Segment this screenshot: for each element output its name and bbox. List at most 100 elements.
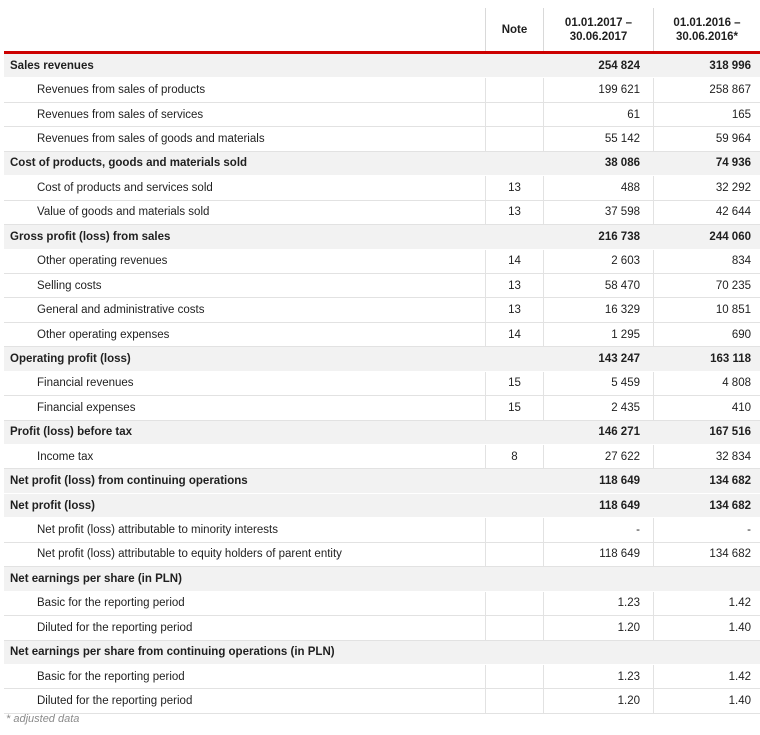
table-row: Value of goods and materials sold 13 37 59… <box>4 200 760 226</box>
row-value-2017: 254 824 <box>598 59 640 72</box>
row-value-2017: 146 271 <box>598 426 640 439</box>
row-label: Net profit (loss) attributable to minori… <box>37 524 278 537</box>
row-value-2017: 1 295 <box>543 322 653 347</box>
row-label: Basic for the reporting period <box>37 597 185 610</box>
row-label: Operating profit (loss) <box>10 352 131 365</box>
table-row: Revenues from sales of goods and materia… <box>4 127 760 152</box>
row-value-2017: 16 329 <box>543 298 653 322</box>
table-body: Sales revenues 254 824 318 996 Revenues fro… <box>4 54 760 714</box>
row-value-2016 <box>653 567 760 590</box>
row-value-2017: 1.20 <box>543 689 653 713</box>
row-value-2016: 74 936 <box>715 157 751 170</box>
row-value-2016: 134 682 <box>709 475 751 488</box>
header-label-cell <box>4 8 485 51</box>
row-value-2017: 61 <box>543 102 653 127</box>
row-note <box>485 591 543 616</box>
row-value-2016: 244 060 <box>709 230 751 243</box>
row-value-2017 <box>543 567 653 590</box>
row-value-2017: 55 142 <box>543 127 653 151</box>
row-label: Gross profit (loss) from sales <box>10 230 171 243</box>
row-value-2016: 70 235 <box>653 273 760 298</box>
row-note: 13 <box>485 176 543 200</box>
row-value-2016: 1.40 <box>653 616 760 640</box>
table-row: Revenues from sales of services 61 165 <box>4 102 760 128</box>
row-value-2016: 690 <box>653 322 760 347</box>
row-label: Profit (loss) before tax <box>10 426 133 439</box>
row-note <box>485 518 543 542</box>
header-red-divider <box>4 51 760 54</box>
table-row: Net profit (loss) attributable to minori… <box>4 518 760 543</box>
table-row: Cost of products, goods and materials so… <box>4 151 760 177</box>
row-note: 15 <box>485 371 543 396</box>
table-row: Net earnings per share (in PLN) <box>4 567 760 592</box>
table-row: Diluted for the reporting period 1.20 1.40 <box>4 616 760 641</box>
row-label: Selling costs <box>37 279 102 292</box>
row-label: Income tax <box>37 450 94 463</box>
row-value-2016: 258 867 <box>653 78 760 102</box>
row-value-2016: - <box>653 518 760 542</box>
row-value-2016: 10 851 <box>653 298 760 322</box>
table-row: Diluted for the reporting period 1.20 1.40 <box>4 689 760 714</box>
row-value-2017: 216 738 <box>598 230 640 243</box>
row-label: Basic for the reporting period <box>37 670 185 683</box>
row-label: Revenues from sales of goods and materia… <box>37 133 265 146</box>
row-value-2017: 2 603 <box>543 249 653 273</box>
row-value-2016: 165 <box>653 102 760 127</box>
row-label: Financial expenses <box>37 401 136 414</box>
row-note: 15 <box>485 396 543 420</box>
table-row: Gross profit (loss) from sales 216 738 244… <box>4 225 760 250</box>
row-label: Revenues from sales of products <box>37 84 206 97</box>
row-note: 14 <box>485 249 543 273</box>
header-period-2016-cell: 01.01.2016 – 30.06.2016* <box>653 8 760 51</box>
row-value-2016: 59 964 <box>653 127 760 151</box>
table-row: Revenues from sales of products 199 621 25… <box>4 78 760 103</box>
row-label: Revenues from sales of services <box>37 108 204 121</box>
row-value-2017: 118 649 <box>599 499 640 512</box>
header-period-2017-text: 01.01.2017 – 30.06.2017 <box>564 16 633 43</box>
row-value-2017: 199 621 <box>543 78 653 102</box>
row-note <box>485 78 543 102</box>
income-statement-table: Note 01.01.2017 – 30.06.2017 01.01.2016 … <box>4 8 760 714</box>
row-value-2016: 134 682 <box>709 499 751 512</box>
table-row: Basic for the reporting period 1.23 1.42 <box>4 664 760 690</box>
row-note <box>485 225 543 248</box>
row-label: Diluted for the reporting period <box>37 695 193 708</box>
row-note <box>485 616 543 640</box>
table-row: Cost of products and services sold 13 488 3… <box>4 176 760 201</box>
row-note: 14 <box>485 322 543 347</box>
table-row: Income tax 8 27 622 32 834 <box>4 445 760 470</box>
row-value-2017 <box>543 641 653 664</box>
table-row: Net profit (loss) attributable to equity… <box>4 542 760 568</box>
row-label: Value of goods and materials sold <box>37 206 210 219</box>
row-value-2017: 488 <box>543 176 653 200</box>
table-row: Net profit (loss) from continuing operat… <box>4 469 760 494</box>
row-label: Sales revenues <box>10 59 94 72</box>
row-note: 13 <box>485 273 543 298</box>
table-row: Financial expenses 15 2 435 410 <box>4 396 760 421</box>
table-row: General and administrative costs 13 16 329… <box>4 298 760 323</box>
row-label: Net profit (loss) <box>10 499 95 512</box>
row-note <box>485 689 543 713</box>
row-note <box>485 567 543 590</box>
table-row: Operating profit (loss) 143 247 163 118 <box>4 347 760 372</box>
row-value-2016: 410 <box>653 396 760 420</box>
row-value-2017: 1.23 <box>543 591 653 616</box>
row-value-2016: 134 682 <box>653 542 760 567</box>
row-note <box>485 641 543 664</box>
row-value-2017: 118 649 <box>599 475 640 488</box>
row-note: 8 <box>485 445 543 469</box>
row-label: Diluted for the reporting period <box>37 621 193 634</box>
row-note <box>485 664 543 689</box>
row-value-2016: 32 292 <box>653 176 760 200</box>
row-note <box>485 494 543 517</box>
row-label: Net earnings per share from continuing o… <box>10 646 335 659</box>
row-value-2016: 1.40 <box>653 689 760 713</box>
table-row: Sales revenues 254 824 318 996 <box>4 54 760 79</box>
table-row: Net profit (loss) 118 649 134 682 <box>4 493 760 519</box>
row-note <box>485 542 543 567</box>
row-value-2016: 167 516 <box>709 426 751 439</box>
table-row: Other operating revenues 14 2 603 834 <box>4 249 760 274</box>
table-row: Other operating expenses 14 1 295 690 <box>4 322 760 348</box>
row-label: Cost of products, goods and materials so… <box>10 157 248 170</box>
